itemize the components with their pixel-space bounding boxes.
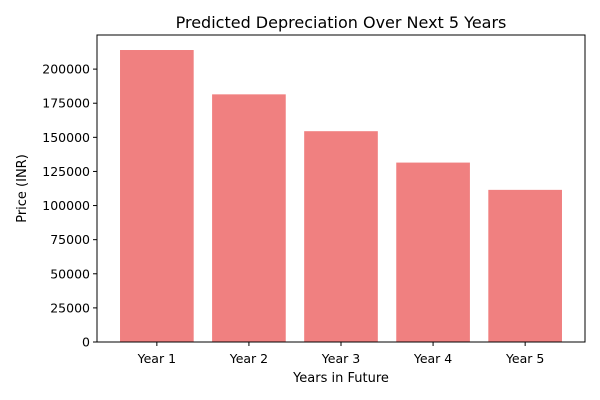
y-tick-label: 200000 — [42, 62, 90, 77]
bars-layer — [120, 50, 562, 342]
x-axis-label: Years in Future — [292, 371, 389, 386]
y-tick-label: 175000 — [42, 96, 90, 111]
x-tick-label: Year 5 — [505, 351, 544, 366]
y-tick-label: 100000 — [42, 198, 90, 213]
bar-3 — [304, 131, 378, 342]
x-tick-label: Year 1 — [137, 351, 176, 366]
chart-title: Predicted Depreciation Over Next 5 Years — [176, 13, 507, 32]
y-tick-label: 0 — [82, 335, 90, 350]
bar-5 — [488, 189, 562, 342]
plot-frame — [96, 34, 586, 343]
y-tick-label: 50000 — [50, 266, 90, 281]
x-axis-ticks: Year 1 Year 2 Year 3 Year 4 Year 5 — [137, 342, 544, 366]
x-tick-label: Year 4 — [413, 351, 452, 366]
y-tick-label: 25000 — [50, 300, 90, 315]
y-axis-ticks: 0 25000 50000 75000 100000 125000 150000 175000… — [42, 62, 97, 350]
bar-1 — [120, 50, 194, 342]
y-tick-label: 150000 — [42, 130, 90, 145]
y-tick-label: 125000 — [42, 164, 90, 179]
bar-2 — [212, 94, 286, 342]
y-tick-label: 75000 — [50, 232, 90, 247]
y-axis-label: Price (INR) — [15, 154, 30, 223]
x-tick-label: Year 2 — [229, 351, 268, 366]
bar-4 — [396, 162, 470, 342]
x-tick-label: Year 3 — [321, 351, 360, 366]
